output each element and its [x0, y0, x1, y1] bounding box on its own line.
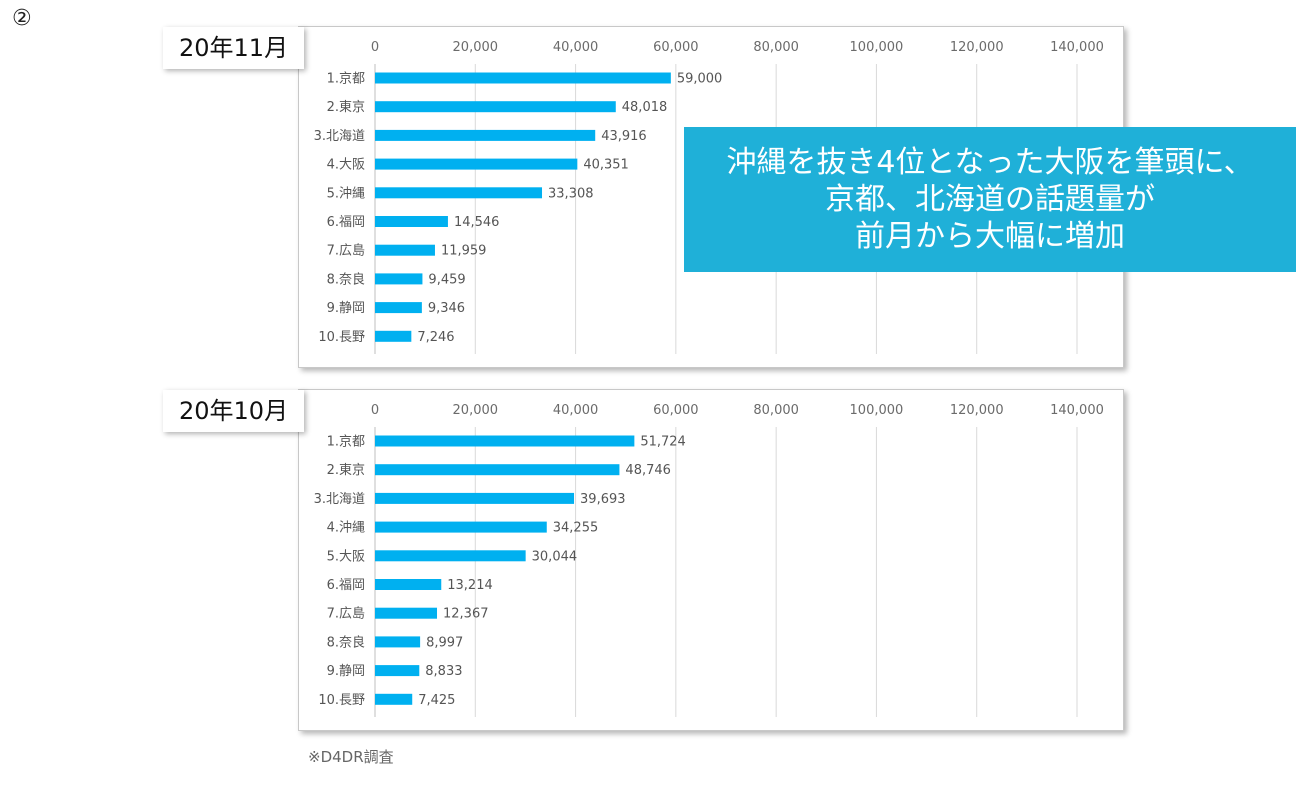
category-label: 4.大阪	[327, 158, 365, 173]
bar	[375, 101, 616, 113]
x-tick-label: 80,000	[753, 403, 799, 418]
data-label: 51,724	[640, 435, 686, 450]
category-label: 3.北海道	[314, 492, 365, 507]
x-tick-label: 120,000	[950, 40, 1004, 55]
bar	[375, 607, 438, 619]
chart-november-title: 20年11月	[163, 27, 305, 69]
x-tick-label: 20,000	[453, 40, 499, 55]
chart-october-svg: 0 20,000 40,000 60,000 80,000 100,000 120,000 1…	[314, 403, 1104, 717]
data-label: 9,346	[428, 301, 465, 316]
bar	[375, 273, 423, 285]
chart-november-svg: 0 20,000 40,000 60,000 80,000 100,000 120,000 1…	[314, 40, 1104, 354]
category-label: 10.長野	[318, 693, 365, 708]
data-label: 13,214	[447, 578, 493, 593]
category-label: 7.広島	[327, 244, 365, 259]
category-label: 8.奈良	[327, 634, 365, 650]
chart-october-title: 20年10月	[163, 390, 305, 432]
x-tick-label: 20,000	[453, 403, 499, 418]
category-label: 8.奈良	[327, 271, 365, 287]
data-label: 43,916	[601, 129, 647, 144]
bar	[375, 435, 635, 447]
data-label: 8,997	[426, 635, 463, 650]
x-tick-label: 0	[371, 403, 379, 418]
x-tick-label: 60,000	[653, 40, 699, 55]
bar	[375, 579, 442, 590]
data-label: 59,000	[677, 72, 723, 87]
category-label: 2.東京	[327, 462, 365, 478]
bar	[375, 244, 435, 256]
callout-line-1: 沖縄を抜き4位となった大阪を筆頭に、	[726, 145, 1254, 180]
data-label: 7,425	[418, 693, 455, 708]
category-label: 1.京都	[327, 435, 365, 450]
x-tick-label: 0	[371, 40, 379, 55]
source-note: ※D4DR調査	[308, 748, 394, 766]
category-label: 4.沖縄	[327, 521, 365, 536]
category-label: 10.長野	[318, 330, 365, 345]
data-label: 39,693	[580, 492, 626, 507]
category-label: 3.北海道	[314, 129, 365, 144]
x-tick-label: 120,000	[950, 403, 1004, 418]
bar	[375, 129, 596, 141]
bar	[375, 302, 422, 314]
bar	[375, 665, 420, 677]
category-label: 6.福岡	[327, 578, 365, 593]
bar	[375, 492, 575, 504]
x-tick-label: 100,000	[850, 40, 904, 55]
data-label: 8,833	[425, 664, 462, 679]
bar	[375, 216, 448, 227]
x-tick-label: 140,000	[1050, 403, 1104, 418]
data-label: 34,255	[553, 521, 599, 536]
x-tick-label: 60,000	[653, 403, 699, 418]
data-label: 14,546	[454, 215, 500, 230]
data-label: 40,351	[583, 158, 629, 173]
bar	[375, 330, 412, 342]
data-label: 9,459	[428, 272, 465, 287]
bar	[375, 464, 620, 476]
slide-number: ②	[12, 6, 32, 31]
data-label: 12,367	[443, 607, 489, 622]
category-label: 9.静岡	[327, 301, 365, 316]
category-label: 9.静岡	[327, 664, 365, 679]
bar	[375, 72, 671, 84]
category-label: 5.大阪	[327, 549, 365, 564]
data-label: 48,018	[622, 100, 668, 115]
chart-october: 0 20,000 40,000 60,000 80,000 100,000 120,000 1…	[298, 389, 1124, 731]
data-label: 48,746	[625, 463, 671, 478]
category-label: 5.沖縄	[327, 186, 365, 201]
x-tick-label: 140,000	[1050, 40, 1104, 55]
bar	[375, 636, 421, 648]
data-label: 7,246	[417, 330, 454, 345]
bar	[375, 693, 413, 705]
x-tick-label: 40,000	[553, 403, 599, 418]
data-label: 11,959	[441, 244, 487, 259]
x-tick-label: 40,000	[553, 40, 599, 55]
data-label: 30,044	[532, 549, 578, 564]
callout-line-2: 京都、北海道の話題量が	[825, 182, 1155, 217]
callout-box: 沖縄を抜き4位となった大阪を筆頭に、 京都、北海道の話題量が 前月から大幅に増加	[684, 127, 1296, 272]
category-label: 2.東京	[327, 99, 365, 115]
bar	[375, 187, 543, 199]
x-tick-label: 80,000	[753, 40, 799, 55]
bar	[375, 521, 547, 533]
callout-line-3: 前月から大幅に増加	[855, 219, 1125, 254]
bar	[375, 158, 578, 170]
x-tick-label: 100,000	[850, 403, 904, 418]
bar	[375, 550, 526, 562]
category-label: 1.京都	[327, 72, 365, 87]
data-label: 33,308	[548, 186, 594, 201]
category-label: 7.広島	[327, 607, 365, 622]
category-label: 6.福岡	[327, 215, 365, 230]
